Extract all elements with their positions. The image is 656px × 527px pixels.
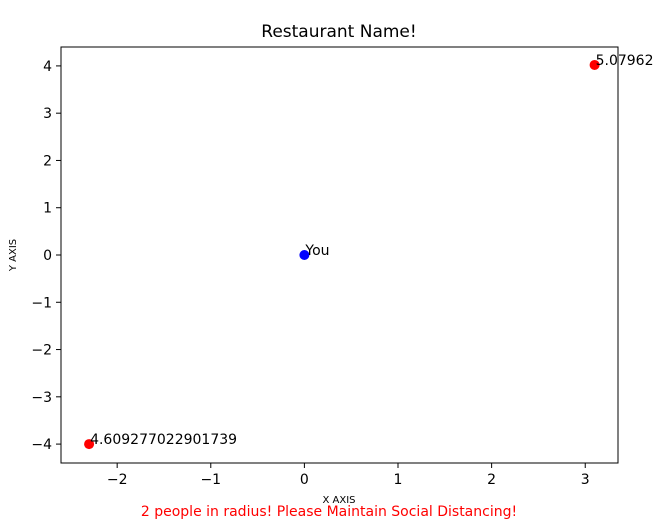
x-tick-label: 3 [581, 472, 590, 488]
x-tick-label: −2 [107, 472, 128, 488]
y-tick-label: 1 [43, 201, 52, 217]
y-tick-label: 0 [43, 248, 52, 264]
data-point [299, 250, 310, 260]
data-point-label: You [304, 243, 329, 259]
y-ticks: 4 3 2 1 0 −1 −2 −3 −4 [31, 59, 61, 453]
plot-frame [60, 46, 619, 464]
x-tick-label: 2 [487, 472, 496, 488]
x-ticks: −2 −1 0 1 2 3 [107, 463, 590, 488]
x-tick-label: 1 [394, 472, 403, 488]
data-point [84, 439, 95, 450]
x-tick-label: −1 [200, 472, 221, 488]
x-tick-label: 0 [300, 472, 309, 488]
data-points: You 5.07962 4.609277022901739 [84, 53, 654, 450]
data-point-label: 4.609277022901739 [90, 432, 237, 448]
data-point [589, 59, 600, 70]
y-tick-label: 4 [43, 59, 52, 75]
footer-warning: 2 people in radius! Please Maintain Soci… [141, 504, 517, 520]
y-tick-label: 2 [43, 153, 52, 169]
y-tick-label: −2 [31, 343, 52, 359]
data-point-label: 5.07962 [596, 53, 654, 69]
y-axis-label: Y AXIS [8, 239, 19, 272]
y-tick-label: −4 [31, 437, 52, 453]
y-tick-label: 3 [43, 106, 52, 122]
chart-title: Restaurant Name! [261, 22, 416, 42]
y-tick-label: −1 [31, 295, 52, 311]
x-axis-label: X AXIS [322, 495, 355, 506]
y-tick-label: −3 [31, 390, 52, 406]
